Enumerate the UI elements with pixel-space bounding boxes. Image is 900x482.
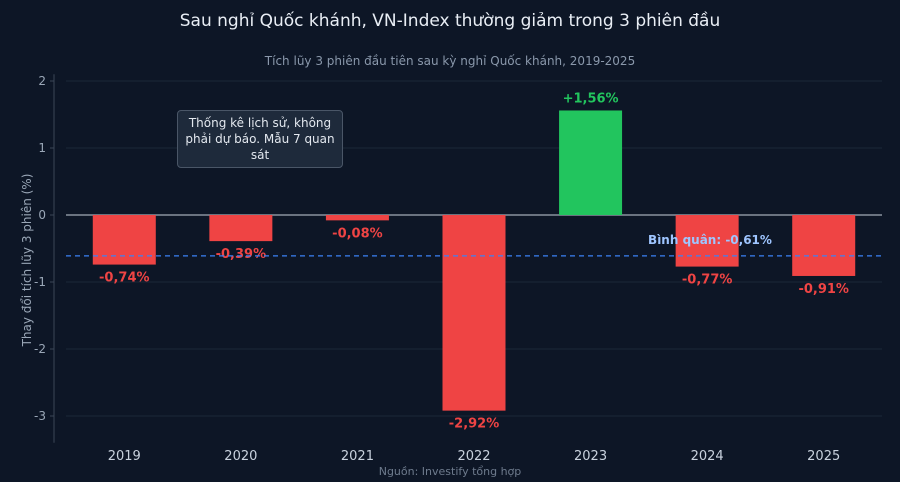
y-tick-label: -1 [34, 275, 46, 289]
bar-2019 [92, 215, 156, 265]
bars [92, 110, 856, 411]
value-label-2021: -0,08% [332, 226, 383, 241]
value-label-2025: -0,91% [798, 282, 849, 297]
x-tick-label-2025: 2025 [807, 449, 840, 464]
y-tick-label: -3 [34, 409, 46, 423]
y-tick-label: 0 [38, 208, 46, 222]
bar-2021 [325, 215, 389, 221]
chart-subtitle: Tích lũy 3 phiên đầu tiên sau kỳ nghỉ Qu… [264, 54, 636, 68]
source-note: Nguồn: Investify tổng hợp [378, 465, 522, 478]
bar-2025 [792, 215, 856, 276]
average-line-group: Bình quân: -0,61% [66, 233, 882, 257]
chart-title: Sau nghỉ Quốc khánh, VN-Index thường giả… [179, 11, 721, 31]
disclaimer-note: Thống kê lịch sử, không phải dự báo. Mẫu… [177, 110, 343, 168]
x-tick-label-2020: 2020 [224, 449, 257, 464]
value-label-2023: +1,56% [563, 91, 619, 106]
bar-2024 [675, 215, 739, 267]
x-tick-label-2021: 2021 [341, 449, 374, 464]
y-tick-label: -2 [34, 342, 46, 356]
average-label: Bình quân: -0,61% [648, 233, 772, 247]
value-label-2020: -0,39% [216, 247, 267, 262]
value-labels: -0,74% -0,39% -0,08% -2,92% +1,56% -0,77% -0,9… [99, 91, 849, 431]
x-tick-label-2022: 2022 [457, 449, 490, 464]
bar-2023 [559, 110, 623, 215]
y-tick-label: 2 [38, 74, 46, 88]
x-tick-label-2023: 2023 [574, 449, 607, 464]
axes: 2 1 0 -1 -2 -3 2019 2020 2021 2022 2023 2024 2025 [34, 74, 840, 464]
x-tick-label-2024: 2024 [691, 449, 724, 464]
bar-2020 [209, 215, 273, 242]
value-label-2022: -2,92% [449, 417, 500, 432]
bar-2022 [442, 215, 506, 411]
x-tick-label-2019: 2019 [108, 449, 141, 464]
value-label-2024: -0,77% [682, 273, 733, 288]
y-tick-label: 1 [38, 141, 46, 155]
value-label-2019: -0,74% [99, 271, 150, 286]
y-axis-label: Thay đổi tích lũy 3 phiên (%) [20, 174, 34, 348]
